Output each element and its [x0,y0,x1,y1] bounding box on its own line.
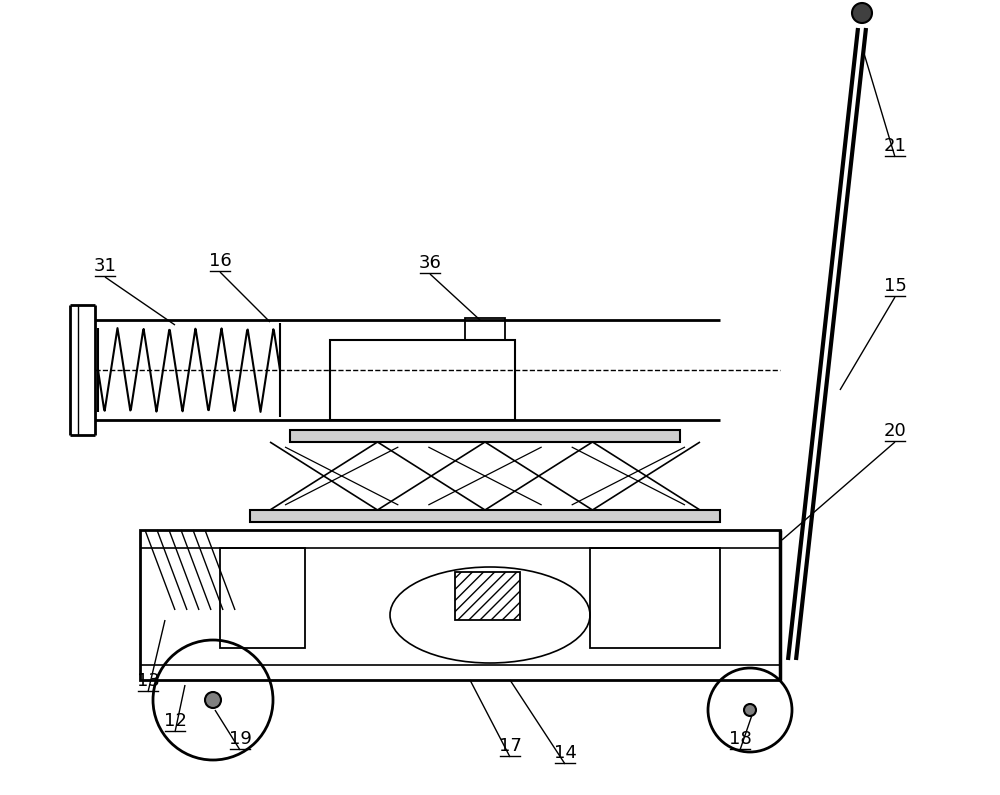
Bar [465,318,505,340]
Bar [250,510,720,522]
Text: 19: 19 [229,730,251,748]
Text: 17: 17 [499,737,521,755]
Bar [290,430,680,442]
Bar [220,548,305,648]
Text: 36: 36 [419,254,441,272]
Text: 12: 12 [164,712,186,730]
Text: 31: 31 [94,257,116,275]
Text: 16: 16 [209,252,231,270]
Circle shape [205,692,221,708]
Text: 18: 18 [729,730,751,748]
Bar [590,548,720,648]
Circle shape [852,3,872,23]
Text: 13: 13 [137,672,159,690]
Text: 15: 15 [884,277,906,295]
Text: 14: 14 [554,744,576,762]
Bar [330,340,515,420]
Text: 21: 21 [884,137,906,155]
Circle shape [744,704,756,716]
Text: 20: 20 [884,422,906,440]
Bar [140,530,780,680]
Bar [455,572,520,620]
